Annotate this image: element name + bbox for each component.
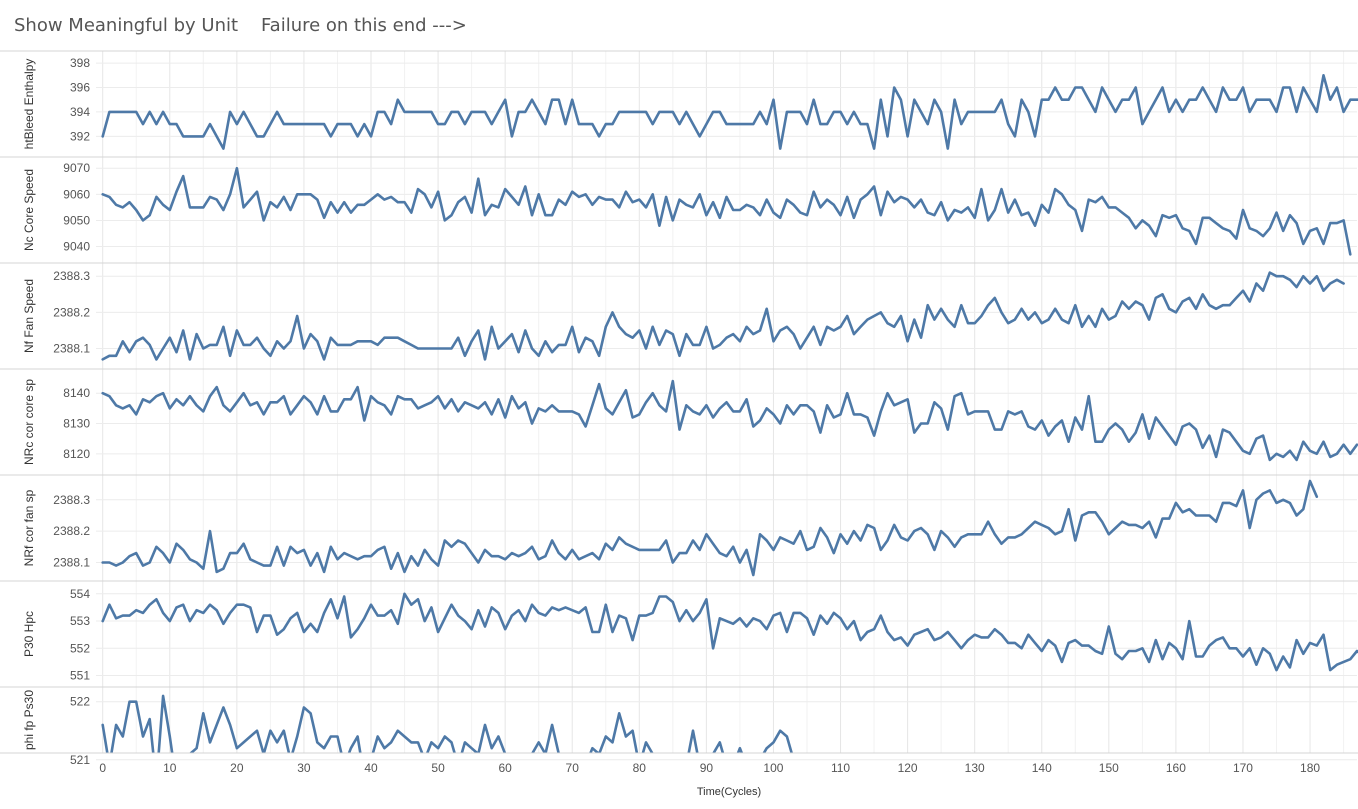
y-tick-label: 9050 [63, 213, 90, 227]
x-tick-label: 0 [99, 761, 106, 775]
series-line [101, 74, 1358, 150]
x-tick-label: 180 [1300, 761, 1320, 775]
y-axis-title: Nf Fan Speed [22, 279, 36, 353]
panel-nrc-cor-core-sp: 8120 8130 8140 NRc cor core sp [0, 368, 1358, 465]
y-tick-label: 9060 [63, 187, 90, 201]
x-tick-label: 110 [831, 761, 850, 775]
y-tick-label: 552 [70, 641, 90, 655]
x-tick-label: 80 [633, 761, 647, 775]
x-tick-label: 50 [431, 761, 445, 775]
x-tick-label: 70 [566, 761, 580, 775]
x-tick-label: 160 [1166, 761, 1186, 775]
y-tick-label: 554 [70, 587, 90, 601]
x-tick-label: 10 [163, 761, 177, 775]
series-line [101, 166, 1352, 256]
x-tick-label: 130 [965, 761, 985, 775]
x-axis-title: Time(Cycles) [697, 786, 761, 798]
x-tick-label: 150 [1099, 761, 1119, 775]
y-tick-label: 392 [70, 129, 90, 143]
x-tick-label: 100 [763, 761, 783, 775]
y-tick-label: 8120 [63, 447, 90, 461]
y-axis-title: NRf cor fan sp [22, 489, 36, 566]
chart-title: Show Meaningful by Unit Failure on this … [14, 15, 467, 36]
x-tick-label: 140 [1032, 761, 1052, 775]
x-tick-label: 60 [498, 761, 512, 775]
y-axis-title: P30 Hpc [22, 611, 36, 657]
panel-nf-fan-speed: 2388.1 2388.2 2388.3 Nf Fan Speed [0, 262, 1358, 361]
series-line [101, 592, 1358, 672]
panel-phi-fp-ps30: 521 522 phi fp Ps30 [0, 686, 1358, 767]
x-tick-label: 90 [700, 761, 714, 775]
y-tick-label: 2388.1 [53, 555, 90, 569]
y-axis-title: phi fp Ps30 [22, 690, 36, 750]
y-tick-label: 9070 [63, 161, 90, 175]
panels-layer: 392 394 396 398 htBleed Enthalpy 9040 9050 9060… [0, 50, 1358, 767]
panel-htbleed-enthalpy: 392 394 396 398 htBleed Enthalpy [0, 50, 1358, 150]
y-tick-label: 396 [70, 81, 90, 95]
y-tick-label: 553 [70, 614, 90, 628]
y-tick-label: 394 [70, 105, 90, 119]
series-line [101, 379, 1358, 462]
x-tick-label: 170 [1233, 761, 1253, 775]
panel-nrf-cor-fan-sp: 2388.1 2388.2 2388.3 NRf cor fan sp [0, 474, 1358, 577]
y-tick-label: 8130 [63, 417, 90, 431]
panel-nc-core-speed: 9040 9050 9060 9070 Nc Core Speed [0, 156, 1358, 256]
x-tick-label: 20 [230, 761, 244, 775]
y-tick-label: 2388.2 [53, 305, 90, 319]
y-tick-label: 2388.3 [53, 269, 90, 283]
y-tick-label: 2388.3 [53, 493, 90, 507]
panel-p30-hpc: 551 552 553 554 P30 Hpc [0, 580, 1358, 683]
y-axis-title: htBleed Enthalpy [22, 59, 36, 150]
y-tick-label: 8140 [63, 386, 90, 400]
y-tick-label: 2388.1 [53, 342, 90, 356]
series-line [101, 694, 869, 753]
y-tick-label: 551 [70, 669, 90, 683]
x-tick-label: 30 [297, 761, 311, 775]
y-axis-title: Nc Core Speed [22, 169, 36, 251]
series-line [101, 479, 1319, 577]
series-line [101, 271, 1345, 361]
y-tick-label: 398 [70, 56, 90, 70]
y-axis-title: NRc cor core sp [22, 379, 36, 465]
y-tick-label: 522 [70, 695, 90, 709]
y-tick-label: 9040 [63, 240, 90, 254]
x-tick-label: 40 [364, 761, 378, 775]
x-tick-label: 120 [898, 761, 918, 775]
grid-layer [102, 51, 1345, 753]
y-tick-label: 2388.2 [53, 524, 90, 538]
y-tick-label: 521 [70, 753, 90, 767]
x-axis: 0 10 20 30 40 50 60 70 80 90 100 110 120 130 140 150 160… [0, 752, 1358, 798]
